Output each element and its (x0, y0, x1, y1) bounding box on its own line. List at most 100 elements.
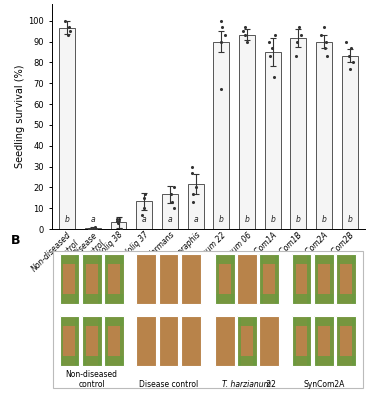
Bar (82, 254, 101, 304)
Point (62, 18, 68, 24)
Point (271, 74, 277, 80)
Point (220, 24, 225, 30)
Bar (336, 316, 356, 366)
Bar (82, 254, 86, 304)
Point (242, 24, 248, 30)
Bar (259, 316, 279, 366)
Bar (215, 316, 235, 366)
Text: a: a (193, 215, 198, 224)
Point (171, 184, 177, 191)
Bar (59, 254, 63, 304)
Point (346, 53, 352, 59)
Bar (253, 316, 257, 366)
Point (139, 211, 145, 218)
Bar (120, 254, 124, 304)
Text: b: b (245, 215, 249, 224)
Bar (336, 356, 356, 366)
Bar (352, 316, 356, 366)
Bar (314, 254, 334, 304)
Point (350, 59, 356, 66)
Bar (104, 254, 124, 264)
Point (115, 220, 121, 226)
Point (218, 18, 224, 24)
Bar (75, 316, 79, 366)
Bar (104, 254, 108, 304)
Bar (97, 316, 101, 366)
Point (168, 190, 174, 197)
Point (118, 226, 124, 232)
Bar (292, 316, 296, 366)
Bar (290, 38, 306, 229)
Point (93, 226, 99, 232)
Bar (259, 254, 279, 304)
Bar (82, 316, 101, 366)
Bar (215, 254, 235, 304)
Bar (314, 316, 334, 366)
Text: a: a (168, 215, 172, 224)
Bar (314, 254, 334, 264)
Text: a: a (90, 215, 95, 224)
Point (190, 199, 196, 205)
Bar (137, 316, 156, 366)
Y-axis label: Seedling survival (%): Seedling survival (%) (15, 65, 25, 168)
Bar (292, 294, 311, 304)
Point (268, 53, 273, 59)
Bar (336, 254, 356, 264)
Bar (59, 316, 79, 366)
Bar (231, 254, 235, 304)
Bar (82, 356, 101, 366)
Bar (137, 254, 156, 304)
Bar (159, 254, 178, 304)
Bar (111, 222, 127, 229)
Bar (259, 254, 279, 264)
Bar (215, 294, 235, 304)
Bar (237, 316, 257, 366)
Point (293, 53, 299, 59)
Text: b: b (65, 215, 69, 224)
Point (142, 190, 148, 197)
Bar (97, 254, 101, 304)
Bar (237, 316, 241, 366)
Bar (159, 254, 178, 304)
Bar (275, 254, 279, 304)
Text: b: b (296, 215, 301, 224)
Point (294, 38, 300, 45)
Bar (82, 316, 101, 366)
Point (114, 216, 120, 222)
Bar (292, 316, 311, 366)
Bar (330, 316, 334, 366)
Bar (104, 254, 124, 304)
Bar (336, 316, 340, 366)
Bar (215, 316, 235, 366)
Point (189, 170, 195, 176)
Bar (314, 254, 334, 304)
Bar (307, 254, 311, 304)
Bar (265, 52, 281, 229)
Bar (181, 254, 201, 304)
Bar (59, 254, 79, 304)
Bar (82, 294, 101, 304)
Bar (259, 316, 279, 366)
Bar (53, 251, 363, 388)
Bar (292, 254, 311, 304)
Point (88, 226, 94, 232)
Text: a: a (116, 215, 121, 224)
Text: T. harzianum: T. harzianum (223, 380, 272, 389)
Bar (259, 294, 279, 304)
Point (222, 32, 228, 38)
Point (169, 199, 175, 205)
Bar (104, 316, 124, 366)
Text: b: b (348, 215, 352, 224)
Bar (342, 56, 358, 229)
Bar (292, 254, 311, 304)
Bar (181, 254, 201, 304)
Bar (82, 316, 101, 326)
Bar (330, 254, 334, 304)
Point (324, 53, 330, 59)
Bar (316, 42, 332, 229)
Bar (104, 254, 124, 304)
Text: a: a (142, 215, 146, 224)
Bar (237, 316, 257, 366)
Text: Non-diseased
control: Non-diseased control (66, 370, 118, 389)
Bar (104, 316, 124, 366)
